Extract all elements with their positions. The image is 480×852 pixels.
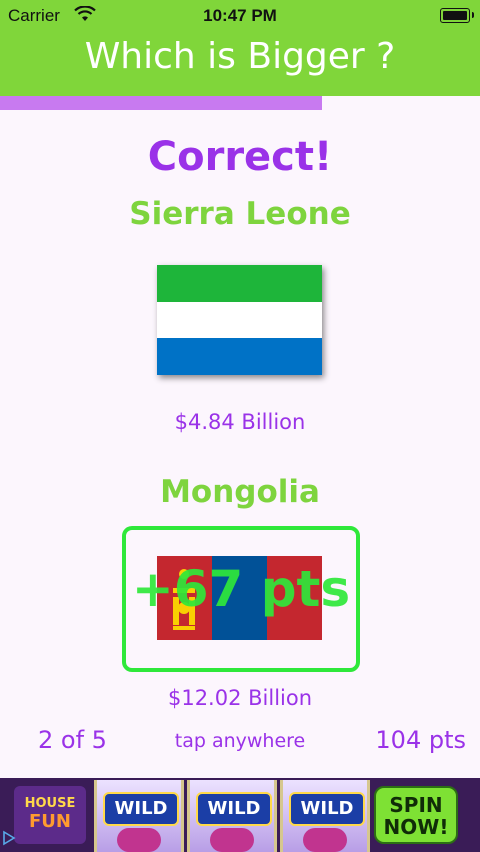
result-message: Correct! bbox=[147, 134, 333, 180]
country-name-bottom: Mongolia bbox=[160, 474, 320, 510]
mongolia-flag[interactable] bbox=[157, 556, 322, 640]
country-value-bottom: $12.02 Billion bbox=[167, 686, 313, 710]
app-header: Carrier 10:47 PM Which is Bigger ? bbox=[0, 0, 480, 96]
slot-reel: WILD bbox=[94, 780, 184, 852]
battery-icon bbox=[440, 8, 474, 23]
country-value-top: $4.84 Billion bbox=[174, 410, 306, 434]
wild-symbol: WILD bbox=[289, 792, 365, 826]
country-name-top: Sierra Leone bbox=[129, 196, 351, 232]
sierra-leone-flag[interactable] bbox=[157, 265, 322, 375]
progress-bar bbox=[0, 96, 480, 110]
tap-anywhere-hint[interactable]: tap anywhere bbox=[174, 730, 306, 752]
correct-answer-highlight bbox=[122, 526, 360, 672]
page-title: Which is Bigger ? bbox=[84, 36, 396, 77]
wifi-icon bbox=[74, 6, 96, 21]
slot-reel: WILD bbox=[280, 780, 370, 852]
clock: 10:47 PM bbox=[203, 6, 277, 25]
status-bar: Carrier 10:47 PM bbox=[0, 0, 480, 32]
points-awarded-overlay: +67 pts bbox=[131, 560, 351, 618]
soyombo-symbol-icon bbox=[173, 569, 195, 630]
spin-now-button[interactable]: SPIN NOW! bbox=[374, 786, 458, 844]
wild-symbol: WILD bbox=[196, 792, 272, 826]
wild-symbol: WILD bbox=[103, 792, 179, 826]
carrier-label: Carrier bbox=[8, 6, 60, 25]
score-total: 104 pts bbox=[375, 726, 466, 754]
slot-reel: WILD bbox=[187, 780, 277, 852]
ad-brand-logo: HOUSE FUN bbox=[14, 786, 86, 844]
round-counter: 2 of 5 bbox=[38, 726, 107, 754]
ad-banner[interactable]: HOUSE FUN WILD WILD WILD SPIN NOW! bbox=[0, 778, 480, 852]
progress-fill bbox=[0, 96, 322, 110]
adchoices-icon[interactable] bbox=[2, 830, 16, 846]
